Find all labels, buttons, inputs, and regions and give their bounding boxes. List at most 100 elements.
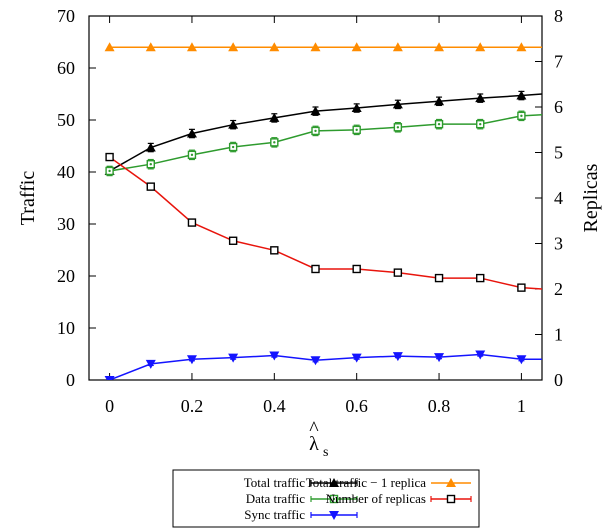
legend-label: Sync traffic bbox=[244, 507, 305, 522]
y-tick-label: 60 bbox=[57, 58, 75, 78]
legend: Total traffic Total traffic − 1 replicaDa… bbox=[172, 469, 480, 528]
x-axis-label: ^ λ s bbox=[309, 418, 328, 460]
legend-item: Data traffic bbox=[246, 491, 358, 506]
x-tick-label: 0.4 bbox=[263, 396, 286, 416]
series-number-of-replicas bbox=[105, 152, 542, 292]
series-sync-traffic bbox=[104, 350, 542, 380]
data-point bbox=[145, 359, 156, 369]
x-tick-label: 0 bbox=[105, 396, 114, 416]
data-point bbox=[310, 42, 321, 52]
data-point-dot bbox=[355, 128, 358, 132]
data-point bbox=[475, 42, 486, 52]
legend-items: Total traffic Total traffic − 1 replicaDa… bbox=[244, 475, 472, 522]
data-point bbox=[475, 350, 486, 360]
y2-tick-label: 1 bbox=[554, 325, 563, 345]
legend-item: Number of replicas bbox=[326, 491, 472, 506]
y2-tick-label: 4 bbox=[554, 188, 563, 208]
data-point bbox=[310, 356, 321, 366]
data-point bbox=[392, 42, 403, 52]
data-point bbox=[187, 218, 197, 227]
y2-tick-label: 8 bbox=[554, 6, 563, 26]
legend-item: Total traffic − 1 replica bbox=[306, 475, 471, 490]
data-point bbox=[186, 355, 197, 365]
data-point bbox=[392, 352, 403, 362]
data-point bbox=[146, 182, 155, 191]
y-tick-label: 0 bbox=[66, 370, 75, 390]
data-point bbox=[434, 353, 445, 363]
data-point bbox=[516, 42, 527, 52]
legend-marker bbox=[329, 478, 339, 487]
y2-tick-label: 0 bbox=[554, 370, 563, 390]
y2-axis-label: Replicas bbox=[580, 163, 602, 232]
data-point bbox=[186, 128, 197, 138]
data-point-dot bbox=[314, 129, 317, 133]
data-point bbox=[145, 42, 156, 52]
data-point bbox=[145, 142, 156, 152]
data-point-dot bbox=[149, 163, 152, 166]
data-point bbox=[270, 246, 279, 255]
y2-tick-label: 3 bbox=[554, 234, 563, 254]
x-axis-label-main: λ bbox=[309, 433, 319, 455]
data-point bbox=[393, 268, 403, 277]
data-point bbox=[228, 236, 238, 245]
data-point bbox=[351, 42, 362, 52]
data-point bbox=[228, 353, 239, 363]
y-tick-label: 40 bbox=[57, 162, 75, 182]
x-tick-label: 0.2 bbox=[181, 396, 204, 416]
data-point bbox=[105, 152, 114, 162]
data-point bbox=[476, 273, 485, 283]
series-line bbox=[109, 353, 542, 380]
series-total-traffic-1-replica bbox=[104, 42, 542, 52]
data-point bbox=[516, 90, 527, 100]
y-tick-label: 30 bbox=[57, 214, 75, 234]
y-tick-label: 20 bbox=[57, 266, 75, 286]
data-point bbox=[269, 112, 280, 122]
legend-label: Total traffic − 1 replica bbox=[306, 475, 426, 490]
data-point bbox=[104, 42, 115, 52]
series-line bbox=[109, 114, 542, 172]
data-point bbox=[351, 103, 362, 113]
data-point bbox=[269, 351, 280, 361]
data-point bbox=[228, 42, 239, 52]
data-point bbox=[186, 42, 197, 52]
legend-label: Number of replicas bbox=[326, 491, 426, 506]
x-tick-label: 1 bbox=[517, 396, 526, 416]
series-data-traffic bbox=[105, 110, 542, 177]
y2-tick-label: 6 bbox=[554, 97, 563, 117]
data-point bbox=[311, 264, 320, 274]
legend-label: Total traffic bbox=[244, 475, 306, 490]
x-axis-label-sub: s bbox=[323, 445, 328, 460]
legend-marker-dot bbox=[332, 497, 336, 501]
data-point bbox=[351, 353, 362, 363]
series-line bbox=[109, 93, 542, 172]
data-point-dot bbox=[479, 122, 482, 126]
data-point bbox=[516, 355, 527, 365]
data-point bbox=[434, 96, 445, 106]
data-point-dot bbox=[190, 153, 194, 157]
legend-item: Total traffic bbox=[244, 475, 358, 490]
data-point-dot bbox=[396, 126, 400, 129]
series-layer bbox=[104, 42, 542, 380]
y-tick-label: 70 bbox=[57, 6, 75, 26]
data-point bbox=[392, 99, 403, 109]
data-point bbox=[434, 42, 445, 52]
data-point bbox=[310, 106, 321, 116]
data-point-dot bbox=[273, 141, 276, 144]
data-point bbox=[352, 264, 361, 274]
y2-tick-label: 5 bbox=[554, 143, 563, 163]
plot-frame bbox=[88, 15, 543, 381]
y2-tick-label: 2 bbox=[554, 279, 563, 299]
data-point-dot bbox=[231, 145, 235, 149]
legend-marker bbox=[329, 511, 339, 520]
series-line bbox=[109, 156, 542, 290]
x-tick-label: 0.8 bbox=[428, 396, 451, 416]
data-point-dot bbox=[520, 114, 523, 118]
legend-marker bbox=[446, 494, 456, 504]
data-point bbox=[475, 93, 486, 103]
data-point bbox=[228, 119, 239, 129]
legend-item: Sync traffic bbox=[244, 507, 358, 522]
data-point-dot bbox=[108, 169, 111, 173]
